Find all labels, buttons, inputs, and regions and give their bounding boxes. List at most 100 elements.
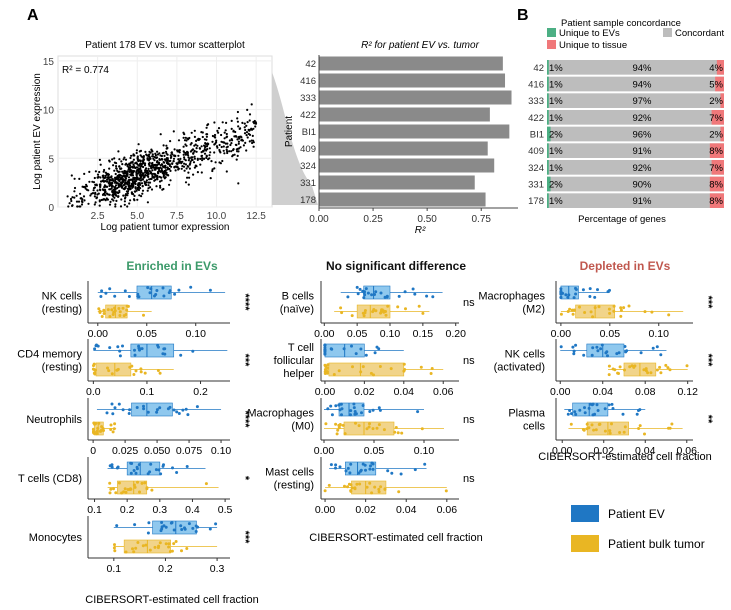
scatter-point bbox=[235, 143, 238, 147]
tumor-point bbox=[363, 309, 367, 312]
tumor-point bbox=[117, 307, 121, 310]
scatter-point bbox=[114, 180, 117, 183]
box-group-title: Depleted in EVs bbox=[580, 259, 671, 273]
ev-point bbox=[323, 352, 327, 356]
scatter-point bbox=[109, 182, 113, 185]
ev-point bbox=[113, 406, 117, 410]
tumor-point bbox=[100, 425, 104, 429]
scatter-point bbox=[159, 184, 162, 187]
r2-category-label: 331 bbox=[300, 178, 316, 189]
ev-point bbox=[110, 465, 114, 469]
concordance-concordant-segment bbox=[547, 143, 724, 158]
tumor-point bbox=[619, 314, 623, 318]
scatter-point bbox=[73, 190, 76, 193]
scatter-point bbox=[135, 171, 138, 174]
scatter-point bbox=[115, 181, 118, 185]
scatter-point bbox=[235, 148, 238, 151]
scatter-point bbox=[147, 167, 150, 170]
tumor-point bbox=[569, 422, 573, 426]
scatter-point bbox=[189, 162, 192, 165]
scatter-point bbox=[209, 177, 212, 180]
concordance-unique-tissue-value: 2% bbox=[709, 130, 723, 141]
scatter-point bbox=[110, 185, 114, 188]
scatter-point bbox=[148, 162, 151, 165]
tumor-point bbox=[377, 487, 381, 491]
scatter-point bbox=[193, 129, 196, 132]
tumor-point bbox=[113, 309, 117, 313]
scatter-point bbox=[197, 137, 200, 140]
tumor-point bbox=[380, 308, 384, 312]
ev-point bbox=[115, 524, 119, 528]
tumor-point bbox=[354, 421, 357, 425]
tumor-point bbox=[368, 481, 372, 485]
scatter-point bbox=[182, 165, 186, 168]
scatter-point bbox=[237, 140, 240, 143]
tumor-point bbox=[430, 367, 434, 370]
ev-point bbox=[623, 345, 627, 348]
tumor-point bbox=[396, 305, 400, 309]
tumor-point bbox=[659, 371, 663, 375]
ev-point bbox=[588, 402, 592, 406]
ev-point bbox=[132, 469, 136, 472]
scatter-point bbox=[187, 159, 190, 162]
scatter-point bbox=[144, 174, 147, 177]
scatter-point bbox=[183, 162, 186, 165]
scatter-point bbox=[129, 199, 132, 202]
scatter-point bbox=[233, 135, 236, 138]
scatter-point bbox=[157, 170, 160, 173]
scatter-point bbox=[169, 140, 172, 143]
scatter-point bbox=[159, 166, 162, 169]
tumor-point bbox=[622, 430, 626, 434]
tumor-point bbox=[121, 306, 125, 310]
box-cell-type-label: (M2) bbox=[522, 304, 545, 316]
tumor-point bbox=[102, 308, 106, 312]
ev-point bbox=[371, 467, 375, 471]
box-x-tick-label: 0.20 bbox=[445, 328, 466, 340]
scatter-point bbox=[92, 189, 95, 192]
scatter-point bbox=[165, 144, 168, 147]
scatter-point bbox=[140, 182, 144, 185]
ev-point bbox=[566, 412, 570, 416]
ev-point bbox=[368, 410, 372, 413]
scatter-x-tick-label: 12.5 bbox=[246, 211, 266, 222]
scatter-point bbox=[98, 158, 101, 161]
tumor-point bbox=[362, 314, 366, 318]
scatter-point bbox=[114, 188, 117, 191]
scatter-point bbox=[145, 181, 148, 184]
scatter-point bbox=[130, 178, 133, 181]
scatter-point bbox=[113, 157, 116, 160]
tumor-point bbox=[124, 490, 128, 494]
scatter-point bbox=[237, 125, 240, 128]
ev-point bbox=[349, 413, 352, 417]
ev-point bbox=[590, 353, 594, 357]
tumor-point bbox=[156, 546, 160, 550]
scatter-point bbox=[137, 168, 141, 171]
scatter-point bbox=[121, 170, 124, 173]
tumor-point bbox=[607, 307, 611, 311]
scatter-point bbox=[236, 117, 239, 120]
scatter-point bbox=[150, 188, 154, 191]
tumor-point bbox=[384, 313, 388, 317]
scatter-point bbox=[243, 132, 247, 135]
ev-point bbox=[346, 295, 350, 299]
tumor-point bbox=[603, 429, 607, 433]
tumor-point bbox=[421, 311, 425, 315]
scatter-point bbox=[94, 201, 97, 204]
tumor-box bbox=[328, 362, 405, 377]
ev-point bbox=[596, 409, 600, 412]
ev-point bbox=[160, 521, 164, 524]
scatter-point bbox=[200, 154, 204, 157]
scatter-point bbox=[225, 170, 228, 173]
scatter-point bbox=[187, 183, 190, 186]
concordance-concordant-value: 94% bbox=[632, 80, 652, 91]
tumor-point bbox=[123, 487, 127, 491]
scatter-point bbox=[117, 192, 120, 195]
scatter-point bbox=[129, 164, 132, 167]
scatter-point bbox=[120, 182, 124, 185]
box-x-tick-label: 0.00 bbox=[550, 386, 571, 398]
scatter-point bbox=[128, 178, 131, 182]
scatter-point bbox=[114, 184, 118, 187]
box-x-tick-label: 0.00 bbox=[315, 386, 336, 398]
scatter-point bbox=[159, 133, 162, 136]
